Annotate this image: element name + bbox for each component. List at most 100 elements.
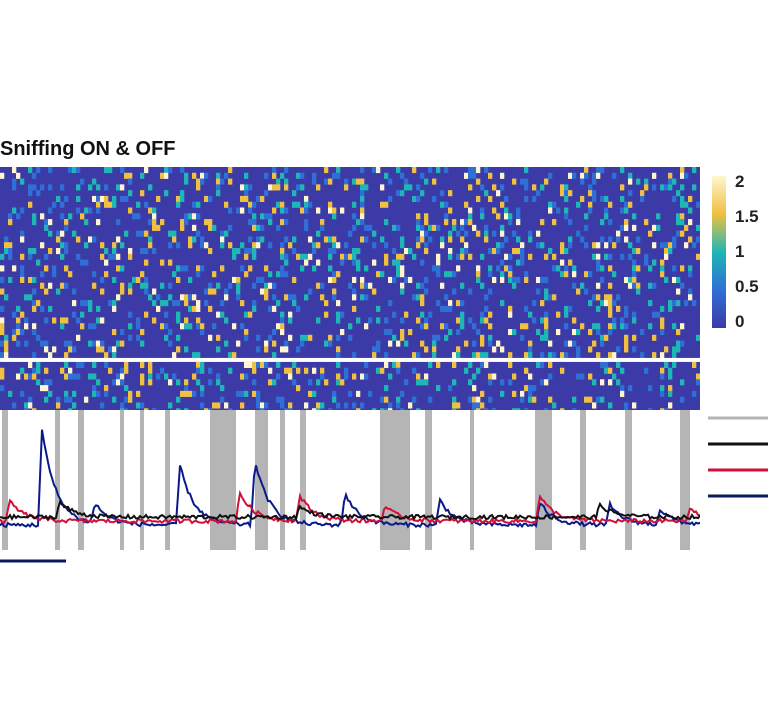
heatmap-cell — [488, 373, 493, 380]
heatmap-cell — [440, 242, 445, 249]
heatmap-cell — [684, 172, 689, 179]
heatmap-cell — [596, 259, 601, 266]
heatmap-cell — [404, 184, 409, 191]
heatmap-cell — [240, 390, 245, 397]
heatmap-cell — [484, 167, 489, 174]
heatmap-cell — [672, 361, 677, 369]
heatmap-cell — [64, 219, 69, 226]
sniff-period — [470, 410, 474, 550]
heatmap-cell — [560, 367, 565, 374]
heatmap-cell — [560, 184, 565, 191]
heatmap-cell — [648, 282, 653, 289]
heatmap-cell — [40, 184, 45, 191]
heatmap-cell — [256, 195, 261, 203]
heatmap-cell — [152, 317, 157, 324]
heatmap-cell — [372, 167, 377, 174]
heatmap-cell — [4, 236, 9, 243]
heatmap-cell — [48, 390, 53, 397]
heatmap-cell — [140, 190, 145, 197]
heatmap-cell — [208, 219, 213, 226]
heatmap-cell — [600, 361, 605, 369]
heatmap-cell — [112, 346, 117, 353]
heatmap-cell — [192, 201, 197, 208]
heatmap-cell — [440, 190, 445, 197]
heatmap-cell — [488, 288, 493, 295]
heatmap-cell — [624, 219, 629, 226]
heatmap-cell — [68, 367, 73, 374]
heatmap-cell — [44, 317, 49, 324]
heatmap-cell — [76, 207, 81, 214]
heatmap-cell — [152, 219, 157, 226]
heatmap-cell — [228, 282, 233, 289]
heatmap-cell — [416, 282, 421, 289]
heatmap-cell — [40, 271, 45, 278]
heatmap-cell — [124, 230, 129, 237]
heatmap-cell — [424, 323, 429, 330]
heatmap-cell — [48, 379, 53, 386]
heatmap-cell — [108, 367, 113, 374]
heatmap-cell — [400, 282, 405, 289]
heatmap-cell — [32, 323, 37, 330]
heatmap-cell — [168, 230, 173, 237]
heatmap-cell — [240, 184, 245, 191]
heatmap-cell — [280, 346, 285, 353]
heatmap-cell — [412, 352, 417, 359]
heatmap-cell — [168, 282, 173, 289]
heatmap-cell — [412, 195, 417, 203]
heatmap-cell — [280, 271, 285, 278]
heatmap-cell — [664, 346, 669, 353]
heatmap-cell — [328, 248, 333, 255]
heatmap-cell — [28, 402, 33, 409]
heatmap-cell — [176, 276, 181, 284]
heatmap-cell — [476, 352, 481, 359]
heatmap-cell — [28, 276, 33, 284]
heatmap-cell — [88, 373, 93, 380]
heatmap-cell — [492, 276, 497, 284]
heatmap-cell — [332, 390, 337, 397]
heatmap-cell — [696, 373, 700, 380]
heatmap-cell — [216, 282, 221, 289]
heatmap-cell — [396, 190, 401, 197]
heatmap-cell — [484, 294, 489, 301]
heatmap-cell — [380, 201, 385, 208]
heatmap-cell — [116, 184, 121, 191]
heatmap-cell — [68, 408, 73, 410]
heatmap-cell — [216, 379, 221, 386]
heatmap-cell — [624, 236, 629, 243]
heatmap-cell — [620, 323, 625, 330]
heatmap-cell — [360, 184, 365, 191]
heatmap-cell — [640, 195, 645, 203]
heatmap-cell — [368, 390, 373, 397]
heatmap-cell — [596, 294, 601, 301]
heatmap-cell — [48, 167, 53, 174]
heatmap-cell — [608, 329, 613, 336]
heatmap-cell — [564, 184, 569, 191]
heatmap-cell — [136, 317, 141, 324]
heatmap-cell — [12, 334, 17, 341]
heatmap-cell — [312, 265, 317, 272]
heatmap-cell — [36, 190, 41, 197]
heatmap-cell — [456, 402, 461, 409]
heatmap-cell — [96, 207, 101, 214]
heatmap-cell — [252, 390, 257, 397]
heatmap-cell — [40, 282, 45, 289]
heatmap-cell — [656, 224, 661, 231]
heatmap-cell — [240, 207, 245, 214]
heatmap-cell — [120, 288, 125, 295]
heatmap-cell — [0, 352, 5, 359]
heatmap-cell — [252, 201, 257, 208]
heatmap-cell — [44, 396, 49, 403]
heatmap-cell — [668, 172, 673, 179]
heatmap-cell — [184, 265, 189, 272]
heatmap-cell — [580, 172, 585, 179]
heatmap-cell — [628, 276, 633, 284]
heatmap-cell — [624, 276, 629, 284]
heatmap-cell — [360, 373, 365, 380]
heatmap-cell — [360, 276, 365, 284]
heatmap-cell — [32, 184, 37, 191]
heatmap-cell — [520, 253, 525, 260]
heatmap-cell — [544, 311, 549, 318]
heatmap-cell — [448, 305, 453, 312]
heatmap-cell — [628, 242, 633, 249]
heatmap-cell — [136, 230, 141, 237]
